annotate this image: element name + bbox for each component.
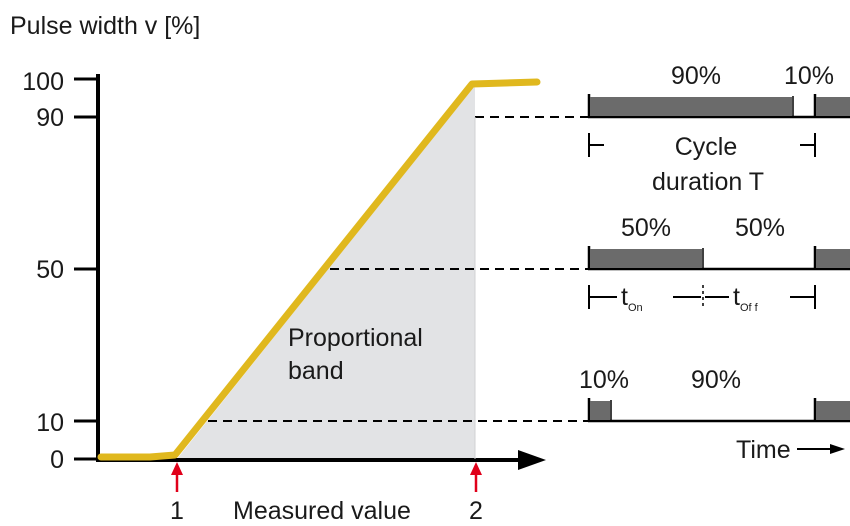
- x-axis-arrow-head: [518, 450, 546, 470]
- time-arrow-head: [830, 444, 845, 454]
- pulse-90-on-label: 90%: [671, 62, 721, 90]
- time-label: Time: [736, 436, 791, 464]
- pulse-width-curve: [97, 78, 541, 461]
- marker-2-label: 2: [469, 497, 483, 525]
- pulse-50-off-label: 50%: [735, 214, 785, 242]
- pulse-90-off-label: 10%: [784, 62, 834, 90]
- t-on-label: tOn: [621, 283, 643, 314]
- pulse-50-on-label: 50%: [621, 214, 671, 242]
- t-on-label-sub: On: [628, 302, 643, 314]
- y-axis-title: Pulse width v [%]: [10, 12, 200, 40]
- cycle-label-line2: duration T: [652, 168, 764, 196]
- pulse-10-off-label: 90%: [691, 366, 741, 394]
- pulse-50-next-on-bar: [816, 249, 850, 268]
- pulse-10-on-bar: [590, 401, 610, 420]
- marker-1-label: 1: [170, 497, 184, 525]
- pulse-90-on-bar: [590, 97, 792, 116]
- band-label-line1: Proportional: [288, 324, 423, 352]
- pulse-90-next-on-bar: [816, 97, 850, 116]
- t-off-label-sub: Of f: [740, 302, 759, 314]
- y-tick-label-50: 50: [36, 256, 64, 284]
- pulse-10-next-on-bar: [816, 401, 850, 420]
- band-label-line2: band: [288, 357, 344, 385]
- marker-2-arrow-head: [470, 462, 482, 475]
- marker-1-arrow-head: [171, 462, 183, 475]
- y-tick-label-90: 90: [36, 104, 64, 132]
- t-off-label: tOf f: [733, 283, 759, 314]
- pulse-50-on-bar: [590, 249, 702, 268]
- y-tick-label-0: 0: [50, 446, 64, 474]
- cycle-label-line1: Cycle: [675, 133, 738, 161]
- x-axis-title: Measured value: [233, 497, 411, 525]
- t-off-label-main: t: [733, 283, 740, 311]
- y-tick-label-100: 100: [22, 68, 64, 96]
- t-on-label-main: t: [621, 283, 628, 311]
- pulse-10-on-label: 10%: [579, 366, 629, 394]
- y-tick-label-10: 10: [36, 409, 64, 437]
